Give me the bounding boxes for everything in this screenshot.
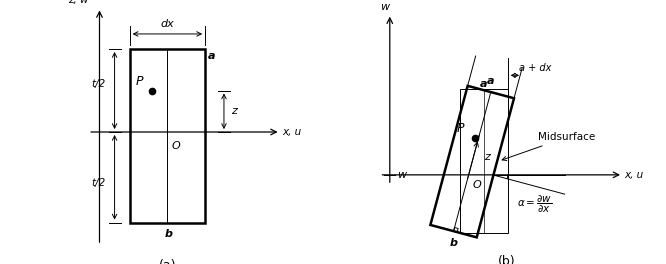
Text: (b): (b) [498,255,515,264]
Text: w: w [397,170,406,180]
Text: O: O [473,180,482,190]
Text: a: a [480,79,488,89]
Text: w: w [380,2,389,12]
Text: a: a [208,50,216,60]
Text: (a): (a) [159,259,176,264]
Text: t/2: t/2 [91,79,105,89]
Text: dx: dx [161,19,174,29]
Text: a: a [486,76,494,86]
Text: b: b [165,229,173,239]
Text: a + dx: a + dx [519,63,551,73]
Text: b: b [450,238,458,248]
Text: $\alpha=\dfrac{\partial w}{\partial x}$: $\alpha=\dfrac{\partial w}{\partial x}$ [517,194,552,215]
Text: z: z [232,106,237,116]
Text: x, u: x, u [624,170,643,180]
Text: P: P [457,122,464,135]
Text: O: O [172,141,180,151]
Text: z: z [484,152,490,162]
Text: P: P [136,75,143,88]
Text: z, w: z, w [68,0,88,5]
Text: t/2: t/2 [91,178,105,188]
Bar [130,49,205,223]
Text: Midsurface: Midsurface [502,132,595,161]
Text: x, u: x, u [282,127,301,137]
